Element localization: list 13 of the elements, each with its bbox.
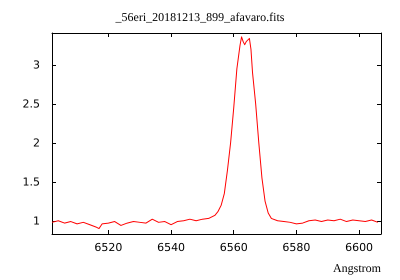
- y-tick-label: 2: [33, 136, 40, 150]
- line-series: [52, 36, 378, 230]
- y-tick-label: 1: [33, 214, 40, 228]
- y-tick-label: 3: [33, 58, 40, 72]
- x-tick-label: 6520: [94, 241, 122, 254]
- x-tick-label: 6600: [345, 241, 374, 254]
- x-tick-label: 6560: [220, 241, 248, 254]
- x-tick-label: 6540: [157, 241, 186, 254]
- y-tick-label: 1.5: [22, 175, 40, 188]
- x-axis-title: Angstrom: [333, 261, 382, 275]
- y-tick-label: 2.5: [22, 97, 40, 110]
- chart-title: _56eri_20181213_899_afavaro.fits: [114, 10, 285, 24]
- x-tick-label: 6580: [282, 241, 310, 254]
